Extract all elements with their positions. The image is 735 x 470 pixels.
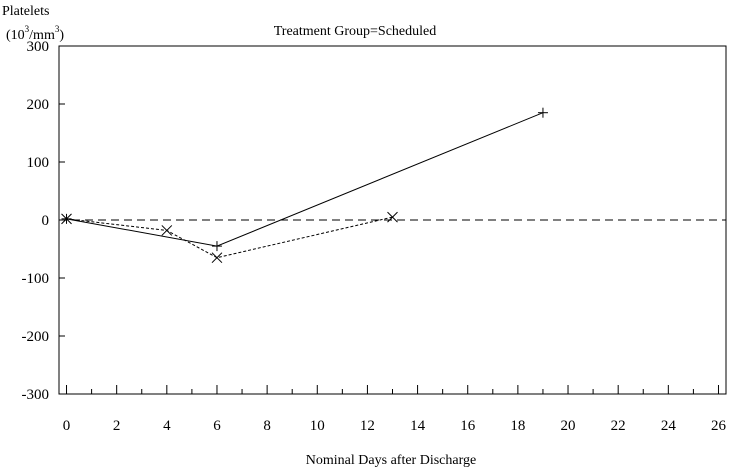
series-2-point: [387, 211, 398, 223]
y-axis-label-mid: /mm: [29, 28, 55, 43]
x-axis-label: Nominal Days after Discharge: [306, 453, 476, 468]
x-tick-label: 24: [661, 418, 677, 434]
x-tick-label: 20: [561, 418, 576, 434]
y-tick-label: -200: [22, 329, 50, 345]
series-line-2: [66, 216, 393, 259]
x-tick-label: 2: [113, 418, 121, 434]
series-2-point: [211, 252, 223, 264]
y-tick-label: 100: [27, 155, 50, 171]
series-2-point: [161, 225, 173, 236]
x-tick-label: 8: [263, 418, 271, 434]
y-axis-label-line2: (103/mm3): [6, 24, 64, 43]
y-axis-label-line1: Platelets: [2, 4, 49, 19]
x-tick-label: 16: [460, 418, 476, 434]
x-tick-label: 14: [410, 418, 426, 434]
x-tick-label: 12: [360, 418, 375, 434]
chart-title: Treatment Group=Scheduled: [274, 24, 437, 39]
series-2-point: [61, 213, 72, 225]
x-tick-label: 0: [63, 418, 71, 434]
y-tick-label: 0: [42, 213, 50, 229]
y-tick-label: -300: [22, 387, 50, 403]
x-tick-label: 22: [611, 418, 626, 434]
y-axis-label-end: ): [59, 28, 64, 43]
y-tick-label: -100: [22, 271, 50, 287]
x-tick-label: 6: [213, 418, 221, 434]
x-tick-label: 4: [163, 418, 171, 434]
series-1-point: [537, 107, 548, 118]
series-1-point: [211, 241, 222, 252]
x-tick-label: 26: [711, 418, 727, 434]
x-tick-label: 18: [510, 418, 525, 434]
y-tick-label: 200: [27, 97, 50, 113]
y-axis-label-sup2: 3: [55, 24, 60, 34]
series-line-1: [66, 112, 544, 247]
y-tick-label: 300: [27, 39, 50, 55]
y-axis-label-sup1: 3: [25, 24, 30, 34]
x-tick-label: 10: [310, 418, 325, 434]
y-axis-label-base: (10: [6, 28, 25, 43]
